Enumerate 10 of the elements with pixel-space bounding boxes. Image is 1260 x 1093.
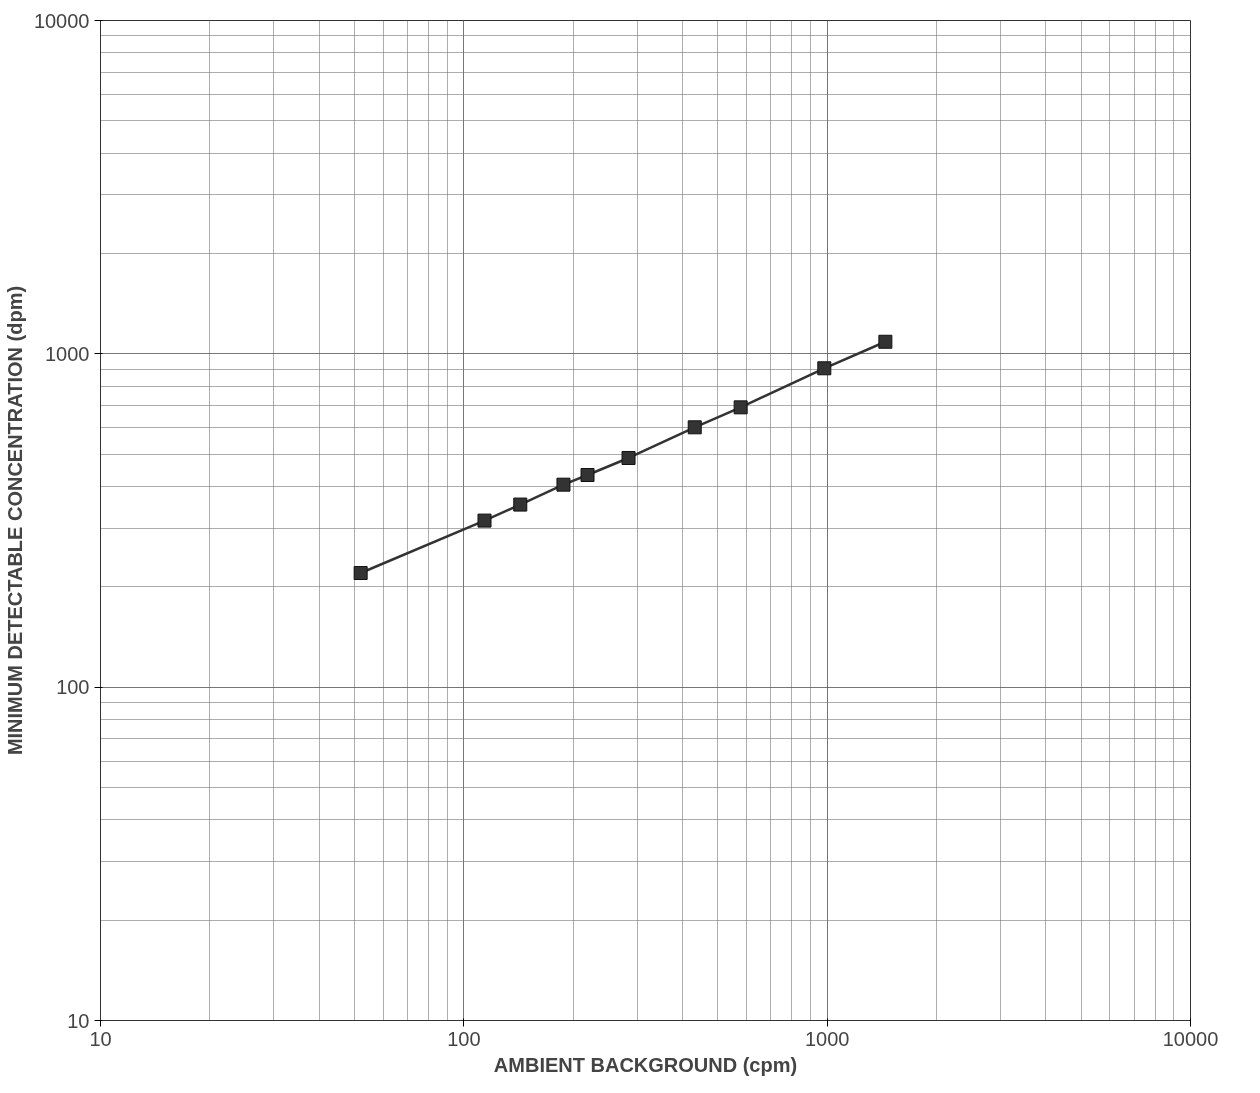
x-tick-label: 10000: [1162, 1027, 1219, 1050]
y-tick-label: 1000: [45, 342, 90, 365]
y-tick-label: 10: [67, 1009, 90, 1032]
x-tick-label: 10: [89, 1027, 112, 1050]
x-tick-label: 1000: [804, 1027, 850, 1050]
y-tick-label: 10000: [33, 9, 90, 32]
x-axis-title: AMBIENT BACKGROUND (cpm): [493, 1053, 798, 1076]
y-axis-title: MINIMUM DETECTABLE CONCENTRATION (dpm): [3, 285, 26, 756]
y-tick-label: 100: [56, 676, 90, 699]
x-tick-label: 100: [447, 1027, 481, 1050]
